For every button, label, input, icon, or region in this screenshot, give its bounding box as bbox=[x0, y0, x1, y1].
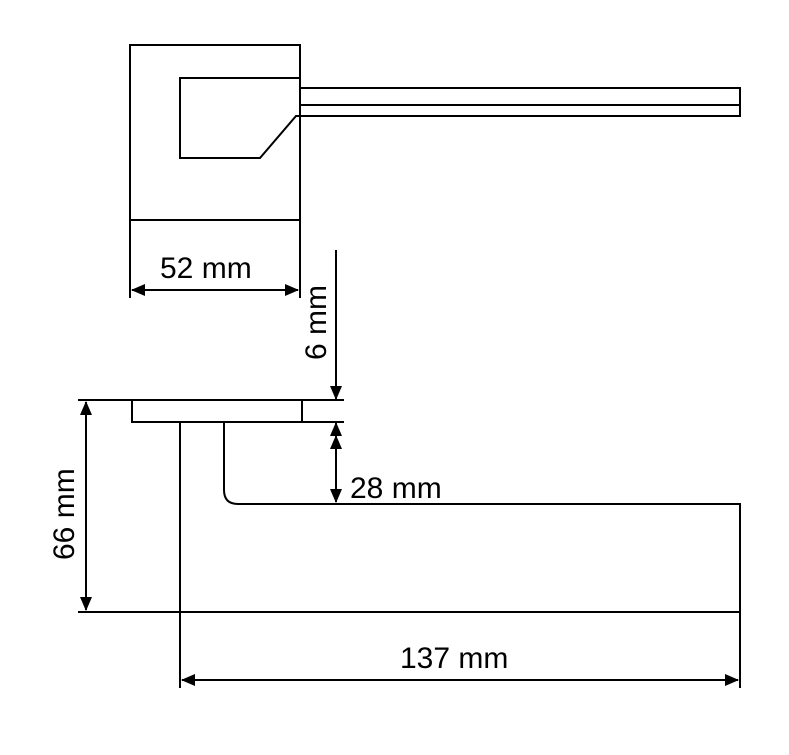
lever-side bbox=[180, 422, 740, 612]
plate-side bbox=[132, 400, 302, 422]
side-view bbox=[132, 400, 740, 612]
dim-52mm-label: 52 mm bbox=[160, 252, 252, 285]
technical-drawing: 52 mm 6 mm 28 mm 66 mm 137 mm bbox=[0, 0, 789, 755]
dim-66mm-label: 66 mm bbox=[48, 468, 81, 560]
lever-front bbox=[180, 78, 740, 158]
dim-137mm-label: 137 mm bbox=[400, 642, 508, 675]
dim-66mm bbox=[78, 400, 180, 612]
front-view bbox=[130, 45, 740, 220]
dim-28mm bbox=[302, 436, 344, 504]
dim-28mm-label: 28 mm bbox=[350, 472, 442, 505]
dim-6mm-label: 6 mm bbox=[300, 285, 333, 360]
rose-plate bbox=[130, 45, 300, 220]
